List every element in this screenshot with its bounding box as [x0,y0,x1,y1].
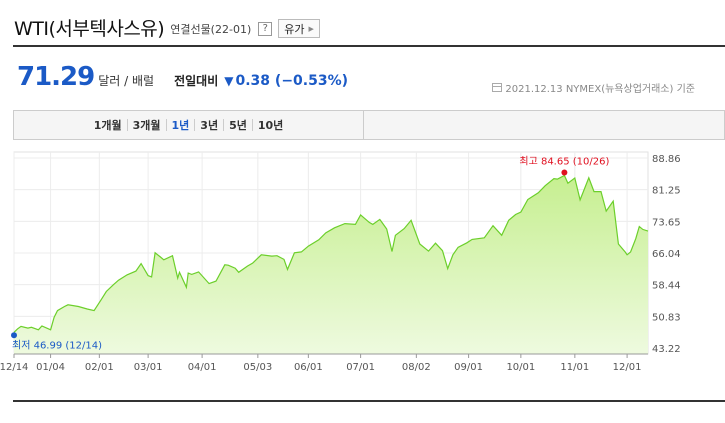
header-divider [13,45,725,47]
down-arrow-icon: ▼ [224,74,234,88]
tab-separator [165,119,167,131]
price-chart: 88.86 81.25 73.65 66.04 58.44 50.83 43.22 12/1… [0,151,681,373]
contract-code: 연결선물(22-01) [170,23,252,36]
commodity-type-button[interactable]: 유가 ▶ [278,19,320,38]
x-tick-label: 03/01 [134,362,163,373]
tab-period-4[interactable]: 5년 [229,119,247,132]
x-tick-label: 01/04 [36,362,65,373]
extreme-markers: 최고 84.65 (10/26) 최저 46.99 (12/14) [11,156,609,351]
period-tabs: 1개월 3개월 1년 3년 5년 10년 [13,110,725,140]
y-tick-label: 43.22 [652,344,681,355]
y-tick-label: 73.65 [652,217,681,228]
x-tick-label: 02/01 [85,362,114,373]
price-line [13,174,649,333]
commodity-title: WTI(서부텍사스유) [14,17,165,40]
y-tick-label: 88.86 [652,154,681,165]
y-axis-labels: 88.86 81.25 73.65 66.04 58.44 50.83 43.22 [652,154,681,355]
calendar-icon [492,83,503,92]
price-change: ▼ 0.38 (−0.53%) [224,73,348,89]
tab-period-0[interactable]: 1개월 [93,119,122,132]
tab-period-1[interactable]: 3개월 [132,119,161,132]
x-tick-label: 07/01 [346,362,375,373]
tab-period-2[interactable]: 1년 [171,119,190,132]
current-price: 71.29 [17,62,95,92]
quote-summary: 71.29 달러 / 배럴 전일대비 ▼ 0.38 (−0.53%) [17,62,348,92]
x-tick-label: 06/01 [294,362,323,373]
high-label: 최고 84.65 (10/26) [519,156,609,168]
low-label: 최저 46.99 (12/14) [12,339,102,351]
low-marker [11,332,17,339]
x-tick-label: 12/14 [0,362,28,373]
x-tick-label: 12/01 [613,362,642,373]
tab-separator [223,119,225,131]
x-axis-labels: 12/14 01/04 02/01 03/01 04/01 05/03 06/01 07/01… [0,353,648,373]
help-icon[interactable]: ? [258,21,273,36]
tab-separator [194,119,196,131]
tab-period-3[interactable]: 3년 [200,119,219,132]
tab-separator [251,119,253,131]
x-tick-label: 10/01 [506,362,535,373]
y-tick-label: 50.83 [652,312,681,323]
chevron-right-icon: ▶ [308,24,314,33]
x-tick-label: 11/01 [560,362,589,373]
x-tick-label: 04/01 [188,362,217,373]
x-tick-label: 05/03 [243,362,272,373]
footer-divider [13,400,725,402]
high-marker [561,169,568,176]
price-unit: 달러 / 배럴 [98,74,155,88]
quote-date-info: 2021.12.13 NYMEX(뉴욕상업거래소) 기준 [492,80,695,95]
compare-label: 전일대비 [174,74,219,88]
header: WTI(서부텍사스유) 연결선물(22-01) ? 유가 ▶ [14,12,320,42]
y-tick-label: 66.04 [652,249,681,260]
price-area [14,175,648,354]
tab-separator [126,119,128,131]
y-tick-label: 81.25 [652,186,681,197]
x-tick-label: 08/02 [402,362,431,373]
period-tab-group: 1개월 3개월 1년 3년 5년 10년 [14,111,364,139]
quote-date-text: 2021.12.13 NYMEX(뉴욕상업거래소) 기준 [505,84,695,95]
y-tick-label: 58.44 [652,281,681,292]
tab-period-5[interactable]: 10년 [257,119,284,132]
commodity-type-label: 유가 [284,22,305,36]
price-change-value: 0.38 (−0.53%) [235,73,349,89]
x-tick-label: 09/01 [454,362,483,373]
